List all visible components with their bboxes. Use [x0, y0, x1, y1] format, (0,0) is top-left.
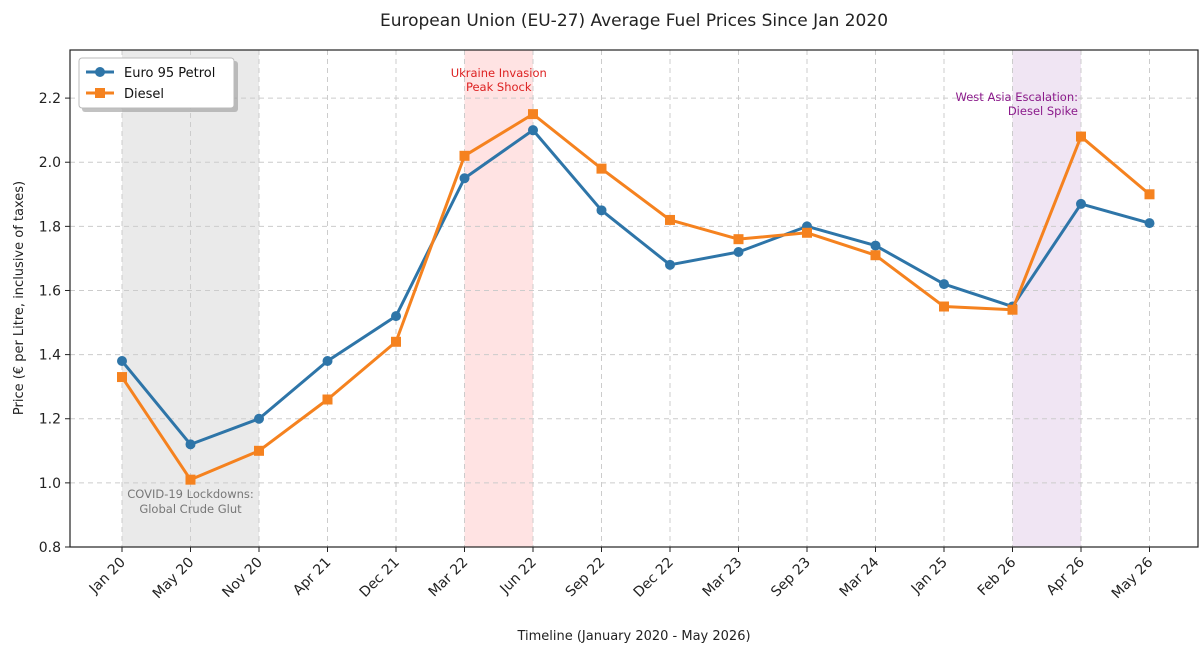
series-1-point-7: [596, 163, 607, 174]
x-tick-label-13: Feb 26: [975, 554, 1020, 599]
series-1-point-2: [254, 445, 264, 456]
x-axis-label: Timeline (January 2020 - May 2026): [516, 629, 750, 644]
x-tick-label-8: Dec 22: [631, 555, 677, 601]
region-label-2-1: Diesel Spike: [1008, 104, 1078, 118]
x-tick-label-7: Sep 22: [563, 555, 609, 601]
series-1-point-4: [391, 336, 401, 347]
legend: Euro 95 Petrol Diesel: [78, 57, 238, 112]
data-series: [117, 109, 1155, 485]
y-tick-label-5: 1.8: [39, 219, 61, 235]
y-axis-ticks: 0.8 1.0 1.2 1.4 1.6 1.8 2.0 2.2: [39, 91, 70, 556]
series-1-point-0: [117, 372, 127, 383]
x-tick-label-3: Apr 21: [290, 555, 334, 599]
region-label-2-0: West Asia Escalation:: [956, 90, 1078, 104]
series-0-point-8: [665, 259, 675, 270]
legend-swatch-marker-1: [95, 88, 105, 98]
series-1-point-1: [185, 474, 196, 485]
region-label-1-1: Peak Shock: [466, 80, 532, 94]
x-tick-label-6: Jun 22: [497, 555, 540, 598]
x-tick-label-10: Sep 23: [768, 555, 814, 601]
series-0-point-7: [596, 205, 607, 216]
y-tick-label-6: 2.0: [39, 155, 61, 171]
region-label-1-0: Ukraine Invasion: [451, 66, 547, 80]
series-1-point-10: [802, 227, 812, 238]
x-tick-label-1: May 20: [150, 555, 198, 603]
series-1-point-11: [870, 250, 881, 261]
annotations: COVID-19 Lockdowns:Global Crude Glut Ukra…: [127, 66, 1078, 516]
x-tick-label-0: Jan 20: [86, 555, 129, 598]
series-1-point-13: [1007, 304, 1018, 315]
region-label-0-0: COVID-19 Lockdowns:: [127, 487, 254, 501]
y-tick-label-4: 1.6: [39, 283, 61, 299]
series-1-point-3: [322, 394, 333, 405]
shaded-region-2: [1012, 50, 1081, 547]
series-1-point-5: [459, 150, 470, 161]
y-tick-label-2: 1.2: [39, 412, 61, 428]
y-tick-label-3: 1.4: [39, 348, 61, 364]
series-0-point-3: [322, 356, 333, 367]
series-1-point-9: [733, 234, 744, 245]
x-tick-label-5: Mar 22: [426, 555, 472, 601]
y-tick-label-0: 0.8: [39, 540, 61, 556]
x-tick-label-9: Mar 23: [700, 555, 746, 601]
series-1-point-14: [1076, 131, 1086, 142]
legend-box: [78, 57, 235, 109]
series-0-point-9: [733, 247, 744, 258]
x-tick-label-15: May 26: [1109, 554, 1157, 602]
series-0-point-4: [391, 311, 401, 322]
series-0-point-1: [185, 439, 196, 450]
series-0-point-11: [870, 240, 881, 251]
series-1-point-6: [528, 109, 538, 120]
series-line-0: [120, 128, 1150, 446]
series-0-point-2: [254, 413, 264, 424]
series-line-1: [120, 112, 1151, 482]
series-0-point-5: [459, 173, 470, 184]
series-0-point-6: [528, 125, 538, 136]
x-tick-label-12: Jan 25: [908, 555, 951, 598]
x-tick-label-11: Mar 24: [837, 554, 883, 600]
x-tick-label-14: Apr 26: [1044, 554, 1088, 598]
grid-lines: [70, 50, 1198, 548]
series-0-point-14: [1076, 198, 1086, 209]
series-1-point-15: [1144, 189, 1155, 200]
series-1-point-8: [665, 214, 675, 225]
legend-entry-0: Euro 95 Petrol: [124, 66, 215, 81]
series-0-point-12: [939, 279, 949, 290]
y-tick-label-7: 2.2: [39, 91, 61, 107]
y-axis-label: Price (€ per Litre, inclusive of taxes): [12, 181, 27, 415]
x-axis-ticks: Jan 20 May 20 Nov 20 Apr 21 Dec 21 Mar 22 Jun …: [86, 547, 1157, 603]
legend-entry-1: Diesel: [124, 87, 164, 102]
series-0-point-15: [1144, 218, 1155, 229]
plot-frame: [69, 49, 1199, 548]
shaded-region-1: [464, 50, 533, 547]
legend-swatch-marker-0: [95, 67, 105, 77]
chart-title: European Union (EU-27) Average Fuel Pric…: [380, 11, 888, 31]
series-0-point-0: [117, 356, 127, 367]
y-tick-label-1: 1.0: [39, 476, 61, 492]
x-tick-label-4: Dec 21: [357, 555, 403, 601]
x-tick-label-2: Nov 20: [219, 555, 265, 601]
region-label-0-1: Global Crude Glut: [139, 502, 242, 516]
series-1-point-12: [939, 301, 949, 312]
